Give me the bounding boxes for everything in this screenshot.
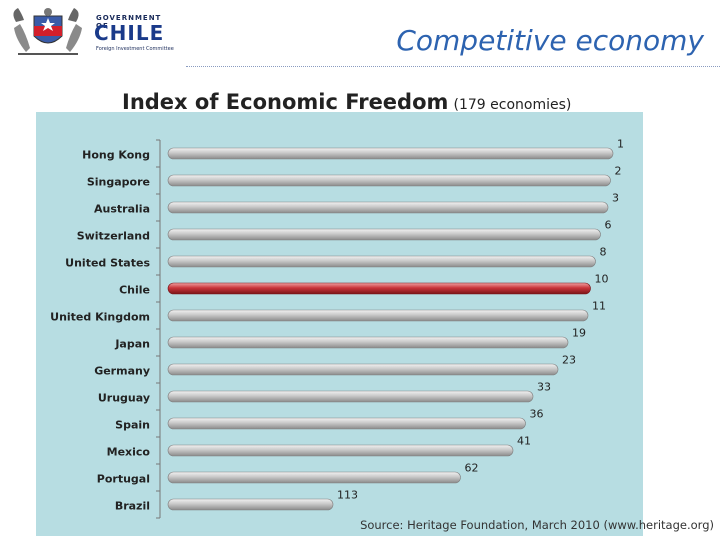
- chart-title-subtitle: (179 economies): [453, 97, 572, 113]
- category-label: Uruguay: [98, 392, 150, 405]
- category-label: United Kingdom: [50, 311, 150, 324]
- bar: [167, 498, 334, 511]
- category-label: Japan: [114, 338, 150, 351]
- data-label: 6: [605, 219, 612, 232]
- bar: [167, 336, 569, 349]
- bar: [167, 255, 596, 268]
- bar: [167, 363, 559, 376]
- header: GOVERNMENT OF CHILE Foreign Investment C…: [0, 0, 720, 70]
- category-label: United States: [65, 257, 150, 270]
- data-label: 2: [615, 165, 622, 178]
- category-label: Singapore: [87, 176, 150, 189]
- logo-foreign-investment-committee: Foreign Investment Committee: [96, 46, 174, 52]
- bar-highlighted: [167, 282, 591, 295]
- bar: [167, 390, 534, 403]
- data-label: 33: [537, 381, 551, 394]
- data-label: 23: [562, 354, 576, 367]
- chart-source-note: Source: Heritage Foundation, March 2010 …: [360, 518, 714, 532]
- logo-chile-wordmark: CHILE: [94, 21, 165, 45]
- bar: [167, 228, 601, 241]
- bar: [167, 147, 614, 160]
- category-label: Chile: [119, 284, 150, 297]
- bar: [167, 174, 611, 187]
- chart-title: Index of Economic Freedom (179 economies…: [122, 90, 571, 114]
- bar: [167, 417, 526, 430]
- category-label: Australia: [94, 203, 150, 216]
- data-label: 1: [617, 138, 624, 151]
- data-label: 41: [517, 435, 531, 448]
- category-label: Hong Kong: [82, 149, 150, 162]
- category-label: Switzerland: [77, 230, 150, 243]
- bar: [167, 471, 461, 484]
- bar: [167, 444, 514, 457]
- data-label: 36: [530, 408, 544, 421]
- slide-title: Competitive economy: [396, 24, 704, 57]
- government-of-chile-logo: GOVERNMENT OF CHILE Foreign Investment C…: [6, 4, 176, 60]
- bar: [167, 309, 589, 322]
- category-label: Portugal: [97, 473, 150, 486]
- data-label: 3: [612, 192, 619, 205]
- data-label: 19: [572, 327, 586, 340]
- category-label: Brazil: [115, 500, 150, 513]
- logo-government-of: GOVERNMENT OF: [96, 14, 162, 30]
- header-divider: [186, 66, 720, 68]
- category-label: Germany: [94, 365, 150, 378]
- data-label: 8: [600, 246, 607, 259]
- chile-coat-of-arms-icon: [13, 8, 82, 55]
- bar: [167, 201, 609, 214]
- category-label: Mexico: [107, 446, 151, 459]
- chart-title-main: Index of Economic Freedom: [122, 90, 449, 114]
- data-label: 113: [337, 489, 358, 502]
- data-label: 62: [465, 462, 479, 475]
- category-label: Spain: [115, 419, 150, 432]
- data-label: 11: [592, 300, 606, 313]
- data-label: 10: [595, 273, 609, 286]
